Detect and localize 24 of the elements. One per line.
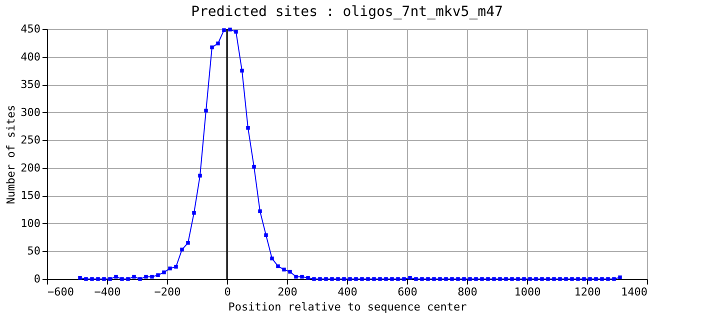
y-tick-label: 300 [20, 106, 40, 119]
x-tick-label: 800 [458, 286, 478, 298]
x-tick-label: −200 [154, 286, 181, 298]
x-tick-label: 600 [398, 286, 418, 298]
x-tick-label: 1400 [621, 286, 648, 298]
y-tick-label: 400 [20, 50, 40, 64]
y-tick-label: 200 [20, 161, 40, 174]
y-tick-label: 100 [20, 216, 40, 230]
x-tick-label: 400 [338, 286, 358, 298]
y-tick-label: 350 [20, 78, 40, 92]
y-tick-label: 50 [27, 244, 40, 258]
y-tick-label: 450 [20, 22, 40, 36]
x-tick-label: −400 [94, 286, 121, 298]
y-tick-label: 0 [34, 272, 40, 286]
x-tick-label: 200 [278, 286, 298, 298]
chart-title: Predicted sites : oligos_7nt_mkv5_m47 [191, 4, 503, 20]
x-tick-label: 1000 [514, 286, 541, 298]
x-tick-label: −600 [48, 286, 74, 298]
x-tick-label: 1200 [574, 286, 601, 298]
x-tick-label: 0 [224, 286, 231, 298]
x-axis-title: Position relative to sequence center [228, 300, 468, 314]
y-tick-label: 250 [20, 134, 40, 147]
y-tick-label: 150 [20, 189, 40, 202]
y-axis-title: Number of sites [4, 104, 18, 204]
